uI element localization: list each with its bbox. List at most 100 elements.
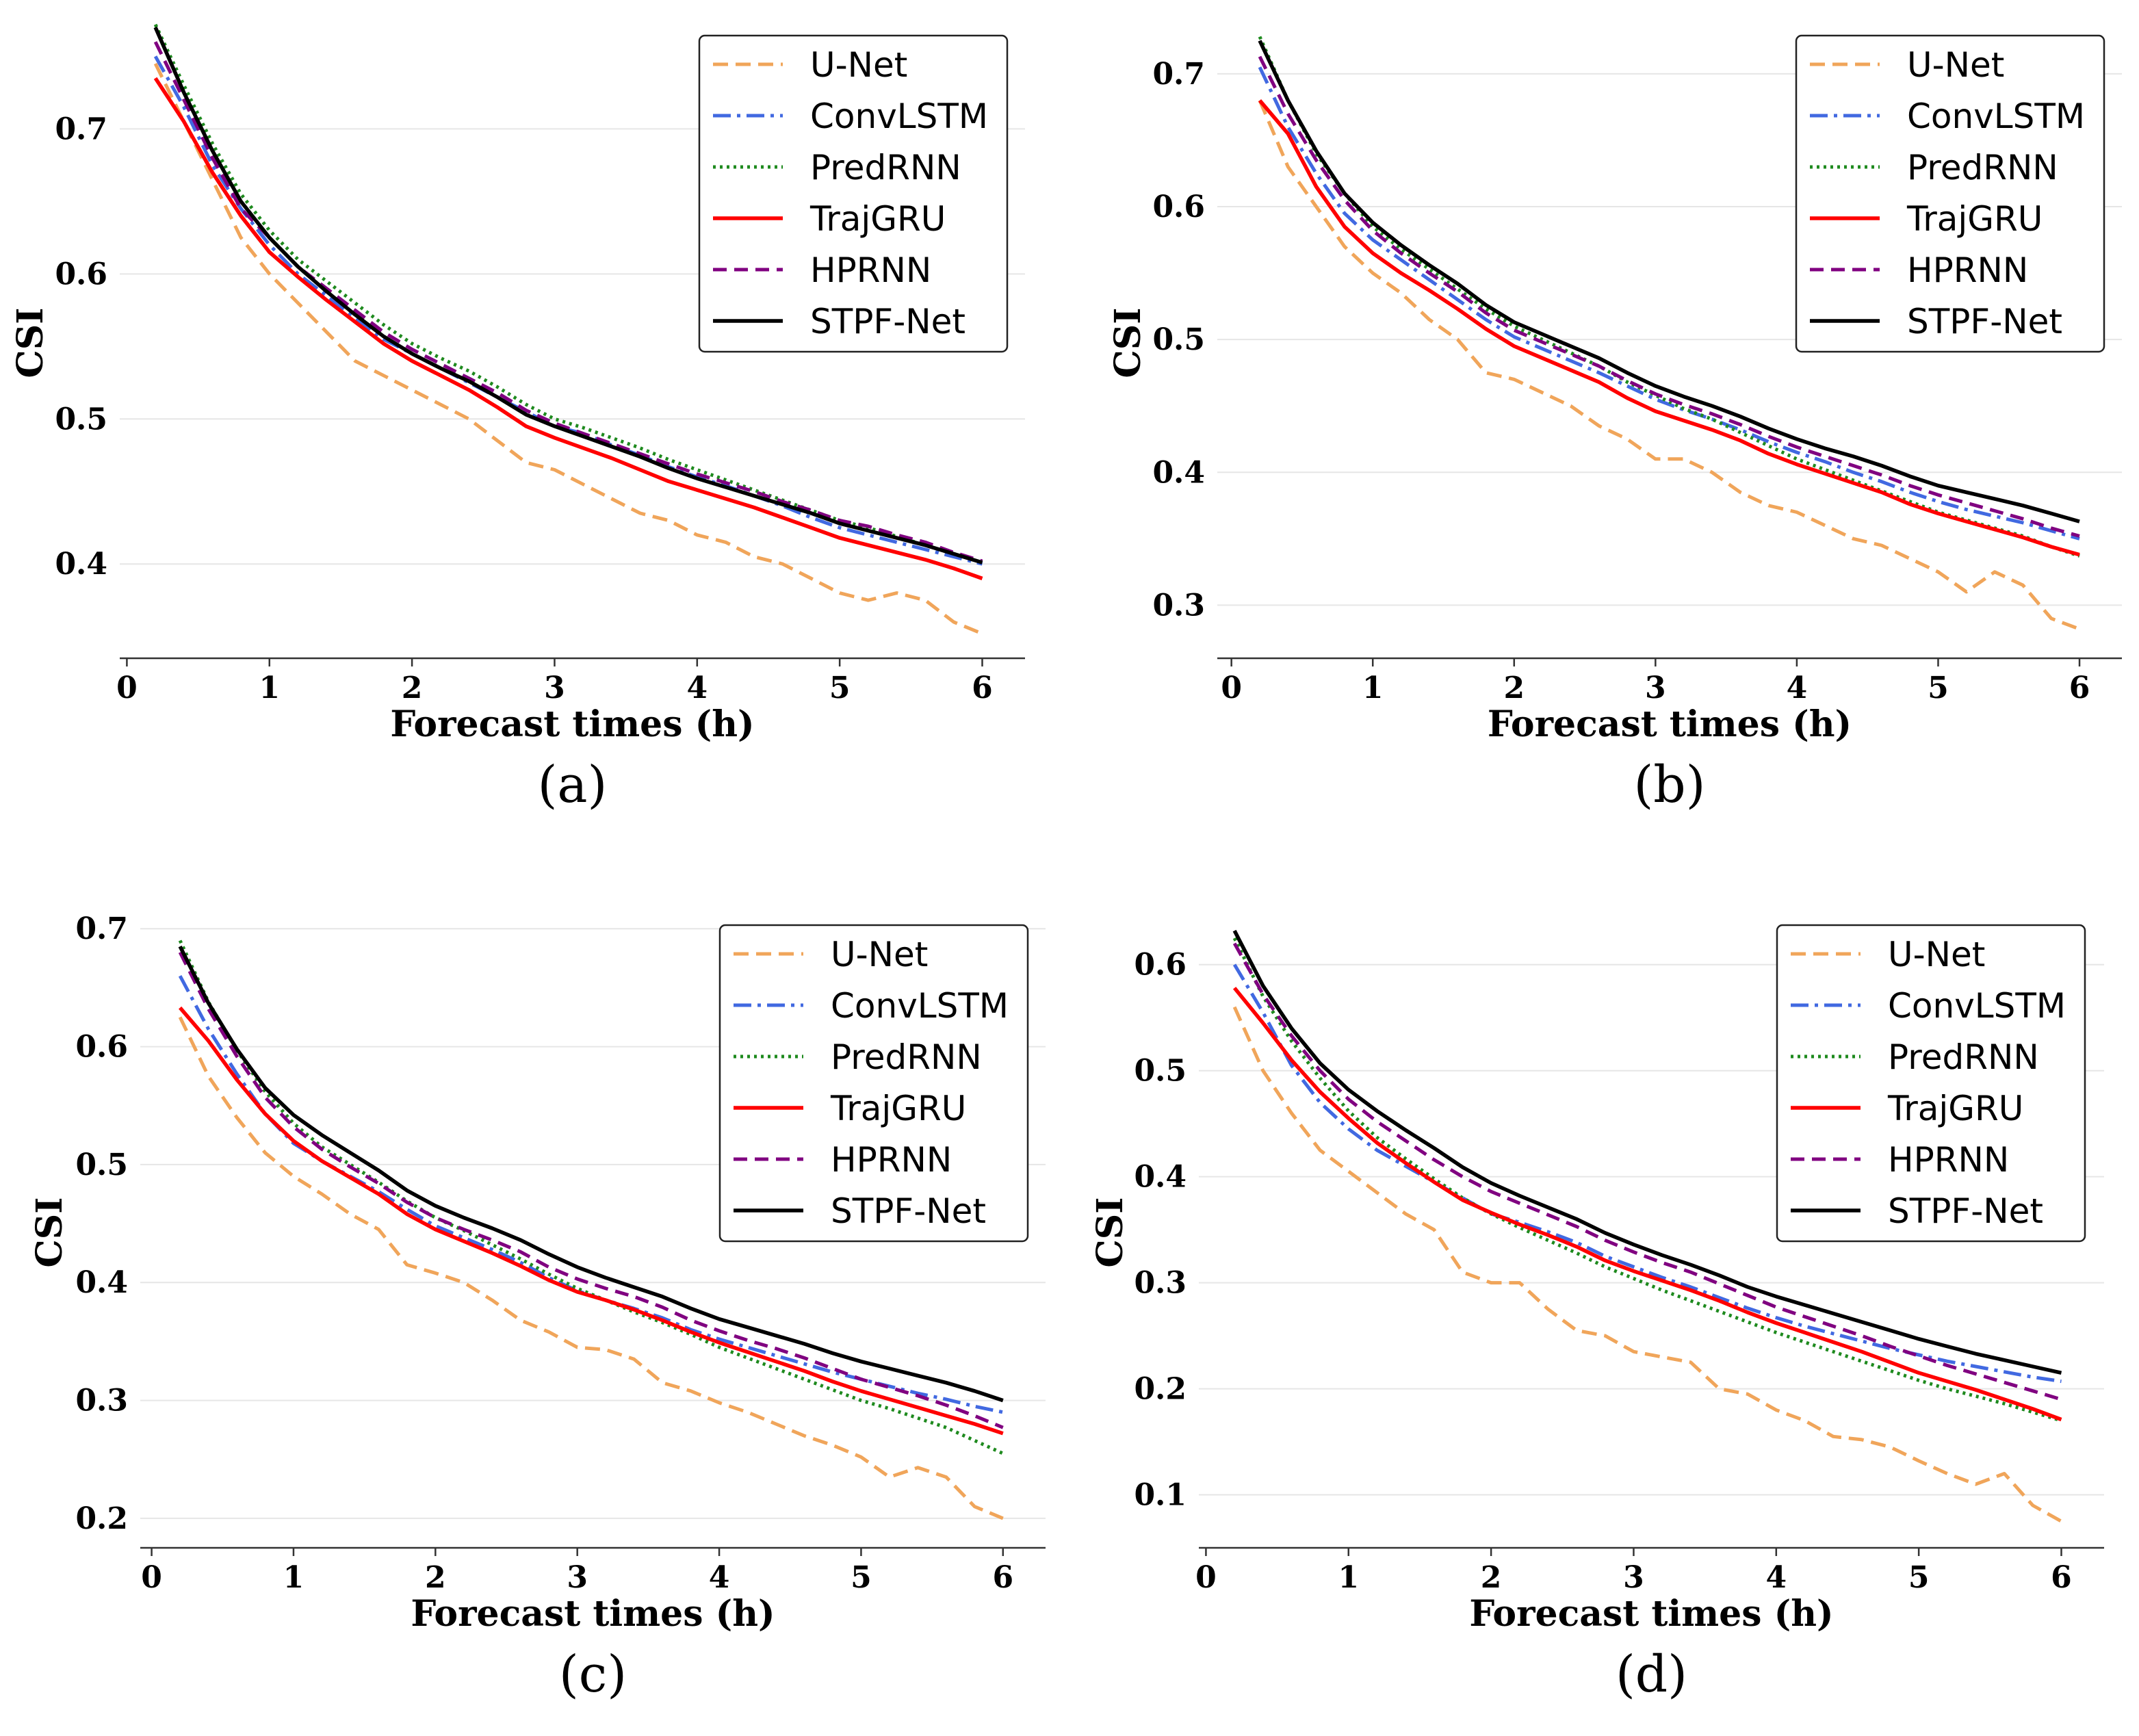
x-tick-label: 1 [283,1560,304,1595]
legend-label: PredRNN [831,1037,982,1077]
x-tick-label: 2 [1503,671,1525,705]
x-tick-label: 0 [1195,1560,1217,1595]
x-tick-label: 4 [1787,671,1808,705]
legend-label: ConvLSTM [1907,96,2085,136]
x-tick-label: 1 [1362,671,1384,705]
y-tick-label: 0.7 [55,112,107,146]
legend: U-Net ConvLSTM PredRNN TrajGRU HPRNN STPF-Net [698,34,1009,353]
panel-caption: (d) [1616,1645,1687,1704]
x-tick-label: 4 [1765,1560,1787,1595]
legend-label: U-Net [831,935,928,974]
y-tick-label: 0.7 [75,911,128,946]
legend-label: STPF-Net [810,302,965,341]
legend-frame [698,34,1009,353]
legend-label: HPRNN [1907,250,2028,290]
series-line-predrnn [178,940,1004,1455]
chart-panel-4: 0.1 0.2 0.3 0.4 0.5 0.6 0 1 2 3 4 5 6 Forecast times … [1089,924,2104,1704]
x-tick-label: 2 [425,1560,446,1595]
x-tick-label: 6 [972,671,993,705]
x-tick-label: 3 [567,1560,588,1595]
legend: U-Net ConvLSTM PredRNN TrajGRU HPRNN STPF-Net [718,924,1029,1243]
legend-label: STPF-Net [1888,1191,2043,1231]
x-tick-label: 4 [709,1560,730,1595]
y-tick-label: 0.6 [1152,190,1205,224]
x-tick-label: 6 [992,1560,1013,1595]
legend-label: U-Net [810,45,907,85]
legend-label: STPF-Net [831,1191,986,1231]
y-tick-label: 0.3 [1152,588,1205,623]
x-tick-label: 2 [402,671,423,705]
panel-caption: (a) [538,755,608,814]
legend: U-Net ConvLSTM PredRNN TrajGRU HPRNN STPF-Net [1795,34,2105,353]
legend-label: HPRNN [831,1140,952,1180]
x-tick-label: 0 [116,671,138,705]
x-tick-label: 6 [2051,1560,2072,1595]
y-tick-label: 0.1 [1134,1478,1187,1513]
series-line-hprnn [178,951,1004,1429]
legend-label: TrajGRU [1887,1089,2023,1128]
series-line-convlstm [1258,66,2080,541]
y-tick-label: 0.6 [75,1030,128,1065]
legend-label: U-Net [1907,45,2004,85]
x-tick-label: 1 [1338,1560,1359,1595]
series-line-stpf-net [153,26,983,565]
legend-label: PredRNN [1907,148,2058,187]
series-line-hprnn [1258,55,2080,538]
chart-panel-3: 0.2 0.3 0.4 0.5 0.6 0.7 0 1 2 3 4 5 6 Forecast times … [29,911,1046,1704]
series-line-predrnn [1232,937,2062,1423]
series-line-stpf-net [178,945,1004,1403]
y-tick-label: 0.5 [1134,1054,1187,1089]
series-line-hprnn [1232,942,2062,1401]
y-axis-title: CSI [29,1197,70,1267]
series-line-trajgru [1258,99,2080,557]
y-tick-label: 0.6 [1134,948,1187,983]
series-line-u-net [1232,1006,2062,1523]
series-line-u-net [178,1016,1004,1520]
x-tick-label: 2 [1481,1560,1502,1595]
legend-frame [718,924,1029,1243]
x-tick-label: 3 [1645,671,1666,705]
series-line-u-net [153,62,983,636]
y-tick-label: 0.5 [1152,322,1205,357]
x-tick-label: 1 [259,671,280,705]
x-tick-label: 6 [2069,671,2090,705]
x-tick-label: 5 [1908,1560,1930,1595]
legend-label: ConvLSTM [1888,986,2066,1026]
legend-label: HPRNN [1888,1140,2009,1180]
y-axis-title: CSI [10,307,51,378]
x-axis-title: Forecast times (h) [390,703,754,745]
chart-panel-1: 0.4 0.5 0.6 0.7 0 1 2 3 4 5 6 Forecast times (h) CSI… [10,23,1025,814]
x-tick-label: 3 [1623,1560,1644,1595]
series-line-trajgru [1232,987,2062,1422]
legend-label: ConvLSTM [810,96,988,136]
legend-label: HPRNN [810,250,931,290]
legend-label: TrajGRU [830,1089,966,1128]
panel-caption: (b) [1633,755,1705,814]
y-tick-label: 0.4 [55,547,107,582]
y-tick-label: 0.4 [1134,1160,1187,1195]
x-tick-label: 5 [851,1560,872,1595]
y-tick-label: 0.7 [1152,57,1205,92]
panel-caption: (c) [559,1645,627,1704]
y-tick-label: 0.4 [75,1265,128,1300]
legend-label: PredRNN [1888,1037,2039,1077]
legend-label: STPF-Net [1907,302,2062,341]
x-tick-label: 5 [829,671,851,705]
y-tick-label: 0.3 [75,1384,128,1418]
series-line-u-net [1258,99,2080,631]
y-tick-label: 0.4 [1152,455,1205,490]
legend-label: TrajGRU [809,199,946,239]
chart-panel-2: 0.3 0.4 0.5 0.6 0.7 0 1 2 3 4 5 6 Forecast times (h)… [1107,34,2122,814]
legend-label: ConvLSTM [831,986,1009,1026]
series-line-stpf-net [1258,40,2080,523]
x-axis-title: Forecast times (h) [1469,1593,1833,1635]
series-line-trajgru [179,1006,1004,1436]
legend-label: PredRNN [810,148,961,187]
series-line-stpf-net [1232,929,2062,1375]
y-tick-label: 0.2 [1134,1372,1187,1407]
legend-frame [1795,34,2105,353]
y-tick-label: 0.2 [75,1501,128,1536]
legend-label: TrajGRU [1906,199,2043,239]
x-tick-label: 4 [686,671,708,705]
legend-frame [1776,924,2086,1243]
